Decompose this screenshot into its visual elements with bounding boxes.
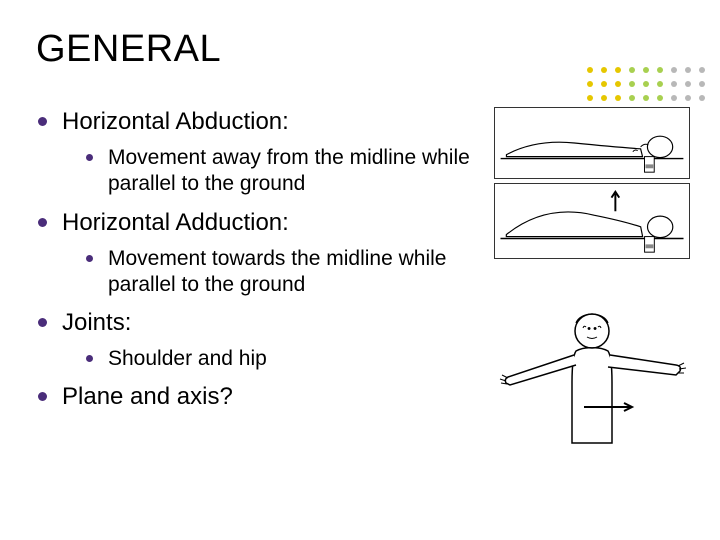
list-item-label: Plane and axis? [62, 383, 233, 410]
list-item-label: Horizontal Adduction: [62, 209, 289, 236]
sub-list: Movement towards the midline while paral… [62, 246, 486, 299]
list-item: Horizontal Abduction: Movement away from… [36, 107, 486, 198]
list-item: Horizontal Adduction: Movement towards t… [36, 208, 486, 299]
list-item: Joints: Shoulder and hip [36, 308, 486, 372]
sub-list: Movement away from the midline while par… [62, 145, 486, 198]
content-row: Horizontal Abduction: Movement away from… [36, 107, 690, 463]
figure-adduction-front [494, 303, 690, 463]
sub-list-item: Movement away from the midline while par… [86, 145, 486, 198]
sub-list-item-label: Movement away from the midline while par… [108, 146, 470, 195]
list-item-label: Joints: [62, 309, 131, 336]
list-item: Plane and axis? [36, 382, 486, 412]
slide-container: GENERAL Horizontal Abduction: Movement a… [0, 0, 720, 540]
decorative-dots [580, 60, 720, 108]
sub-list: Shoulder and hip [62, 346, 486, 372]
bullet-list: Horizontal Abduction: Movement away from… [36, 107, 486, 412]
figure-abduction-bottom [494, 183, 690, 259]
sub-list-item-label: Shoulder and hip [108, 347, 267, 370]
sub-list-item: Shoulder and hip [86, 346, 486, 372]
list-item-label: Horizontal Abduction: [62, 108, 289, 135]
sub-list-item: Movement towards the midline while paral… [86, 246, 486, 299]
text-column: Horizontal Abduction: Movement away from… [36, 107, 486, 463]
figure-column [494, 107, 690, 463]
figure-abduction-top [494, 107, 690, 179]
sub-list-item-label: Movement towards the midline while paral… [108, 247, 446, 296]
